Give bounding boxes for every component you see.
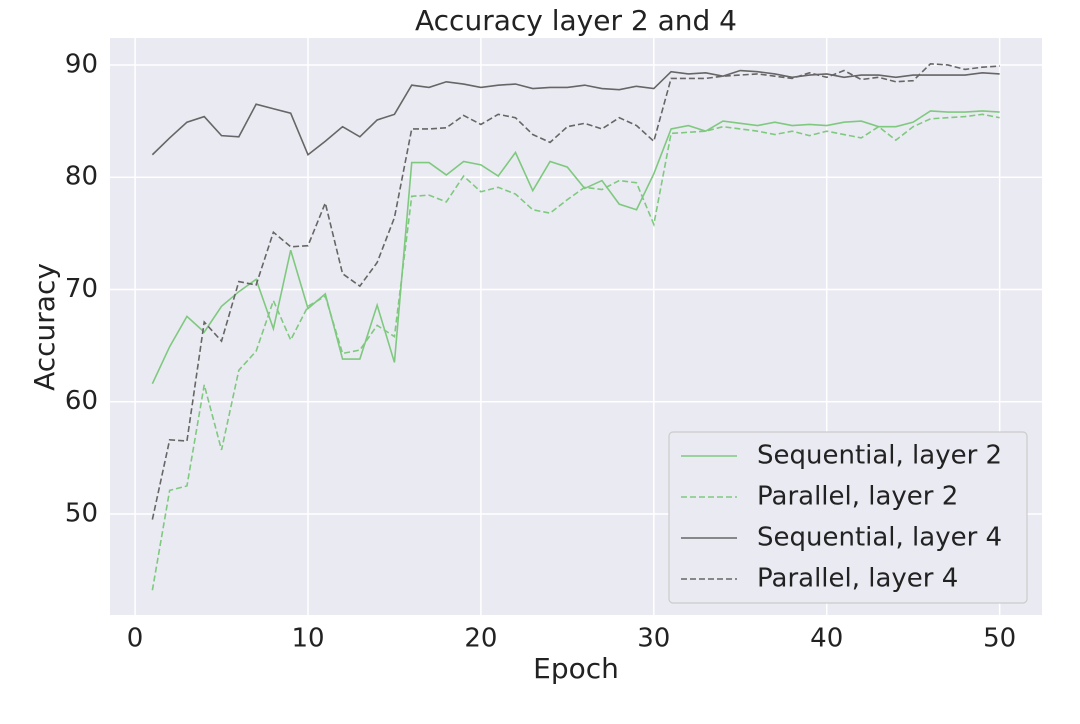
x-tick-label: 40 [810, 624, 843, 654]
legend: Sequential, layer 2 Parallel, layer 2 Sequ… [668, 431, 1028, 604]
x-tick-label: 30 [637, 624, 670, 654]
legend-label: Sequential, layer 4 [757, 523, 1002, 553]
y-tick-label: 90 [65, 49, 98, 79]
legend-label: Sequential, layer 2 [757, 441, 1002, 471]
x-tick-label: 50 [983, 624, 1016, 654]
series-line [151, 69, 1000, 157]
series-line [151, 110, 1000, 385]
x-tick-label: 0 [127, 624, 144, 654]
legend-label: Parallel, layer 2 [757, 482, 958, 512]
x-tick-label: 20 [464, 624, 497, 654]
y-tick-label: 70 [65, 274, 98, 304]
y-axis-label: Accuracy [28, 263, 61, 391]
chart-title: Accuracy layer 2 and 4 [415, 4, 737, 37]
series-line [151, 62, 1000, 520]
y-tick-label: 60 [65, 386, 98, 416]
legend-box [668, 431, 1028, 604]
lines [151, 62, 1000, 591]
legend-label: Parallel, layer 4 [757, 564, 958, 594]
y-tick-label: 80 [65, 162, 98, 192]
series-line [151, 113, 1000, 591]
x-tick-label: 10 [291, 624, 324, 654]
x-axis-label: Epoch [533, 652, 619, 685]
y-tick-label: 50 [65, 498, 98, 528]
